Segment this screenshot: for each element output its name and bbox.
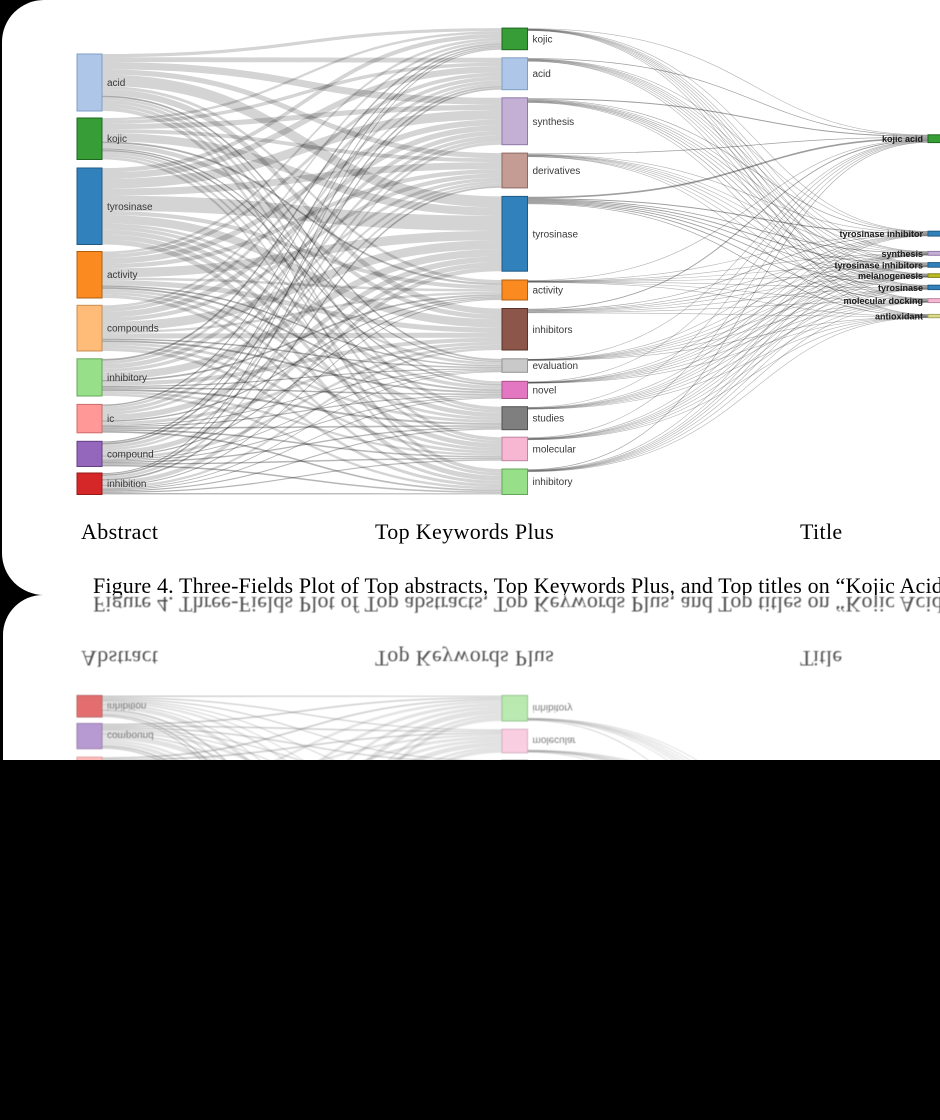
svg-text:melanogenesis: melanogenesis xyxy=(858,271,923,281)
svg-text:studies: studies xyxy=(533,414,565,425)
svg-text:Figure 4. Three-Fields Plot of: Figure 4. Three-Fields Plot of Top abstr… xyxy=(93,573,940,595)
svg-text:kojic: kojic xyxy=(107,134,127,145)
svg-text:compounds: compounds xyxy=(107,324,159,335)
svg-text:derivatives: derivatives xyxy=(533,166,581,177)
svg-text:kojic acid: kojic acid xyxy=(882,134,923,144)
svg-text:compound: compound xyxy=(107,449,154,460)
svg-text:tyrosinase inhibitor: tyrosinase inhibitor xyxy=(839,229,923,239)
svg-text:synthesis: synthesis xyxy=(533,117,575,128)
svg-text:Abstract: Abstract xyxy=(81,519,158,544)
svg-text:synthesis: synthesis xyxy=(881,249,923,259)
svg-text:inhibition: inhibition xyxy=(107,479,146,490)
svg-text:evaluation: evaluation xyxy=(533,361,579,372)
svg-text:inhibitory: inhibitory xyxy=(533,477,573,488)
svg-text:molecular docking: molecular docking xyxy=(843,296,923,306)
svg-text:ic: ic xyxy=(107,414,114,425)
svg-text:activity: activity xyxy=(533,286,564,297)
svg-text:inhibitors: inhibitors xyxy=(533,325,573,336)
svg-text:Title: Title xyxy=(800,519,843,544)
svg-text:activity: activity xyxy=(107,270,138,281)
svg-text:molecular: molecular xyxy=(533,444,577,455)
svg-text:tyrosinase inhibitors: tyrosinase inhibitors xyxy=(834,260,923,270)
svg-text:tyrosinase: tyrosinase xyxy=(533,229,579,240)
svg-text:kojic: kojic xyxy=(533,34,553,45)
svg-text:tyrosinase: tyrosinase xyxy=(878,283,923,293)
svg-text:novel: novel xyxy=(533,385,557,396)
svg-text:tyrosinase: tyrosinase xyxy=(107,202,153,213)
svg-text:inhibitory: inhibitory xyxy=(107,373,147,384)
svg-text:acid: acid xyxy=(107,78,125,89)
svg-text:acid: acid xyxy=(533,69,551,80)
svg-text:antioxidant: antioxidant xyxy=(875,312,923,322)
svg-text:Top Keywords Plus: Top Keywords Plus xyxy=(375,519,554,544)
